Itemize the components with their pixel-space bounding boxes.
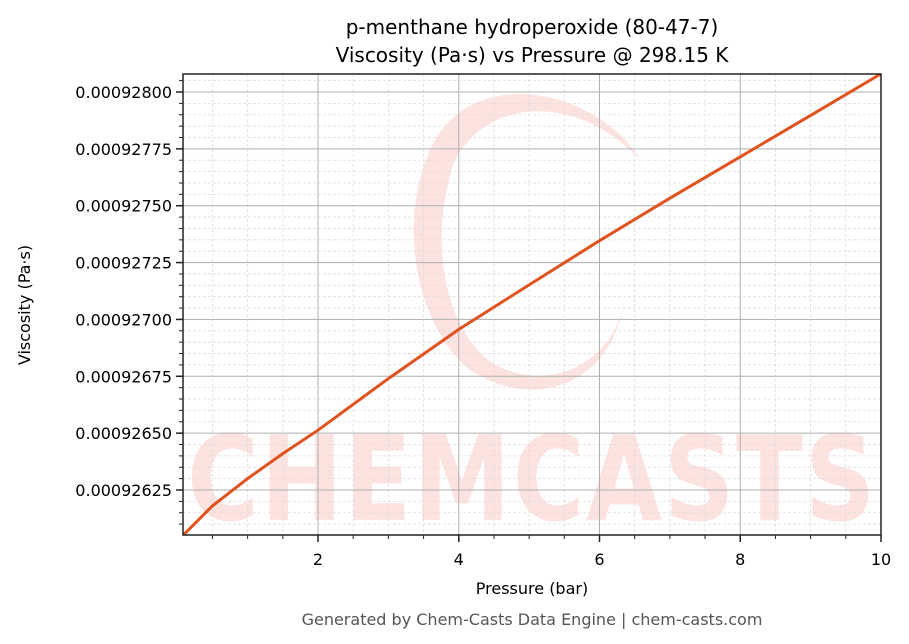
y-tick-label: 0.00092775 [75, 140, 172, 159]
y-tick-label: 0.00092800 [75, 83, 172, 102]
y-axis: 0.00092625 0.00092650 0.00092675 0.00092700… [75, 80, 183, 525]
footer-credit: Generated by Chem-Casts Data Engine | ch… [302, 610, 763, 629]
watermark-text: CHEMCASTS [187, 410, 877, 548]
y-tick-label: 0.00092625 [75, 481, 172, 500]
x-axis-label: Pressure (bar) [476, 579, 588, 598]
x-tick-label: 8 [735, 550, 745, 569]
axes-frame [182, 73, 882, 536]
x-tick-label: 6 [594, 550, 604, 569]
y-tick-label: 0.00092700 [75, 310, 172, 329]
y-tick-label: 0.00092750 [75, 197, 172, 216]
viscosity-line [183, 74, 881, 535]
y-tick-label: 0.00092725 [75, 254, 172, 273]
chart-title-line2: Viscosity (Pa·s) vs Pressure @ 298.15 K [336, 43, 730, 67]
y-axis-label: Viscosity (Pa·s) [15, 245, 34, 365]
x-tick-label: 10 [871, 550, 891, 569]
x-axis: 2 4 6 8 10 [211, 535, 891, 569]
watermark: CHEMCASTS [187, 94, 877, 548]
x-tick-label: 2 [313, 550, 323, 569]
y-tick-label: 0.00092675 [75, 367, 172, 386]
y-tick-label: 0.00092650 [75, 424, 172, 443]
x-tick-label: 4 [454, 550, 464, 569]
minor-grid [183, 74, 881, 535]
major-grid [183, 74, 881, 535]
plot-area [183, 74, 881, 535]
chart-title-line1: p-menthane hydroperoxide (80-47-7) [346, 15, 719, 39]
